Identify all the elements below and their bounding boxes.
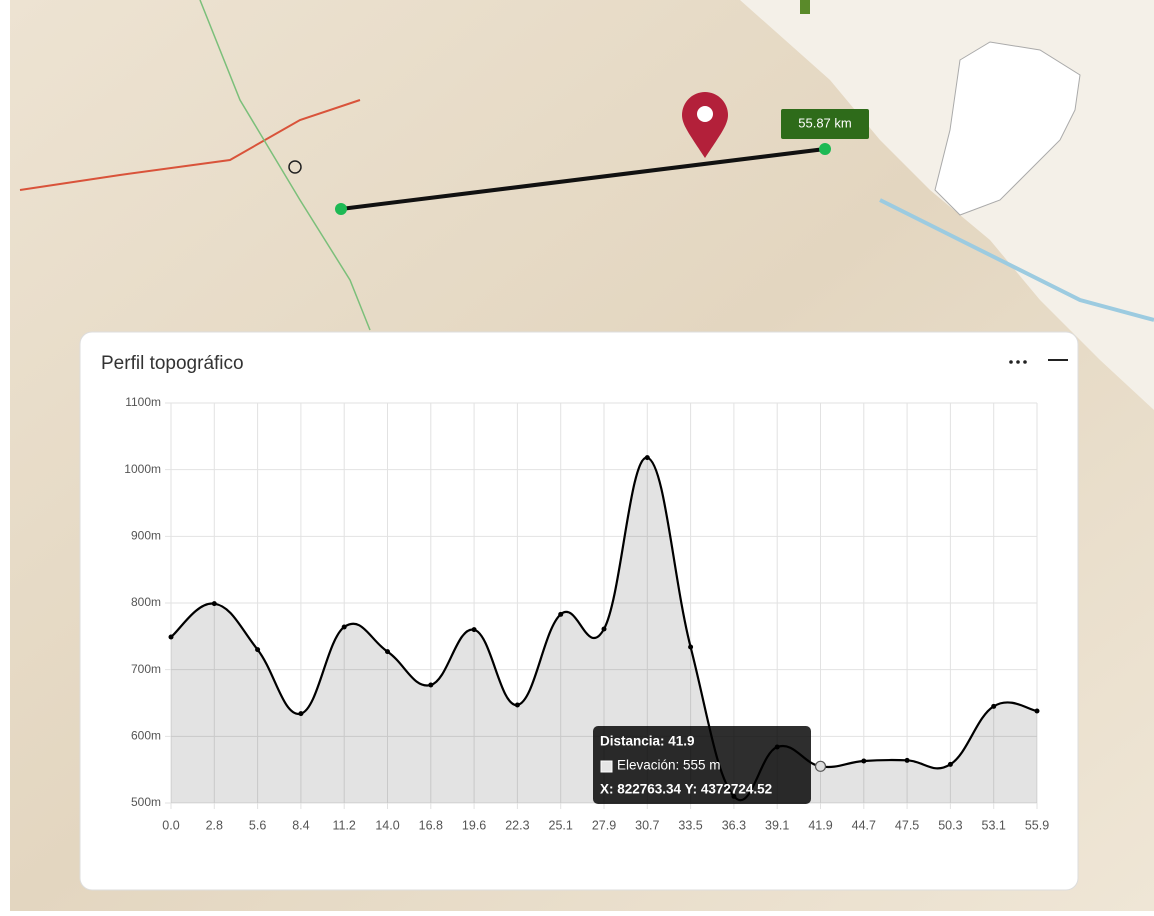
point xyxy=(169,635,174,640)
point xyxy=(472,627,477,632)
y-tick-label: 800m xyxy=(131,595,161,609)
point xyxy=(1035,709,1040,714)
measure-point[interactable] xyxy=(819,143,831,155)
point xyxy=(991,704,996,709)
x-tick-label: 55.9 xyxy=(1025,818,1049,832)
x-tick-label: 33.5 xyxy=(678,818,702,832)
x-tick-label: 36.3 xyxy=(722,818,746,832)
tooltip-text: Distancia: 41.9 xyxy=(600,734,695,749)
x-tick-label: 11.2 xyxy=(332,818,355,832)
x-tick-label: 8.4 xyxy=(292,818,309,832)
distance-label: 55.87 km xyxy=(798,115,851,130)
x-tick-label: 2.8 xyxy=(206,818,223,832)
x-tick-label: 44.7 xyxy=(852,818,876,832)
x-tick-label: 50.3 xyxy=(938,818,962,832)
menu-button[interactable] xyxy=(1009,360,1027,364)
y-tick-label: 900m xyxy=(131,529,161,543)
point xyxy=(602,627,607,632)
point xyxy=(515,703,520,708)
point xyxy=(212,601,217,606)
point xyxy=(298,711,303,716)
y-tick-label: 1000m xyxy=(124,462,161,476)
x-tick-label: 5.6 xyxy=(249,818,266,832)
point xyxy=(905,758,910,763)
tooltip-text: Elevación: 555 m xyxy=(617,758,721,773)
x-tick-label: 27.9 xyxy=(592,818,616,832)
x-tick-label: 47.5 xyxy=(895,818,919,832)
measure-point[interactable] xyxy=(335,203,347,215)
tooltip-swatch xyxy=(601,761,612,772)
x-tick-label: 39.1 xyxy=(765,818,789,832)
hover-point xyxy=(816,761,826,771)
y-tick-label: 700m xyxy=(131,662,161,676)
x-tick-label: 30.7 xyxy=(635,818,659,832)
x-tick-label: 41.9 xyxy=(808,818,832,832)
x-tick-label: 0.0 xyxy=(162,818,179,832)
screen: 55.87 km Perfil topográfico 500m 600m 700m… xyxy=(0,0,1154,911)
point xyxy=(645,455,650,460)
y-tick-label: 1100m xyxy=(125,395,161,409)
x-tick-label: 19.6 xyxy=(462,818,486,832)
y-tick-label: 600m xyxy=(131,729,161,743)
point xyxy=(688,645,693,650)
map-edge xyxy=(800,0,810,14)
tooltip-text: X: 822763.34 Y: 4372724.52 xyxy=(600,782,772,797)
y-tick-label: 500m xyxy=(131,795,161,809)
point xyxy=(558,612,563,617)
panel-title: Perfil topográfico xyxy=(101,353,244,374)
point xyxy=(342,625,347,630)
x-tick-label: 14.0 xyxy=(375,818,399,832)
x-tick-label: 53.1 xyxy=(982,818,1006,832)
point xyxy=(385,649,390,654)
point xyxy=(428,683,433,688)
marker-dot xyxy=(697,106,713,122)
point xyxy=(255,647,260,652)
point xyxy=(948,762,953,767)
x-tick-label: 25.1 xyxy=(549,818,573,832)
page: 55.87 km Perfil topográfico 500m 600m 700m… xyxy=(0,0,1154,911)
x-tick-label: 16.8 xyxy=(419,818,443,832)
x-tick-label: 22.3 xyxy=(505,818,529,832)
point xyxy=(861,759,866,764)
